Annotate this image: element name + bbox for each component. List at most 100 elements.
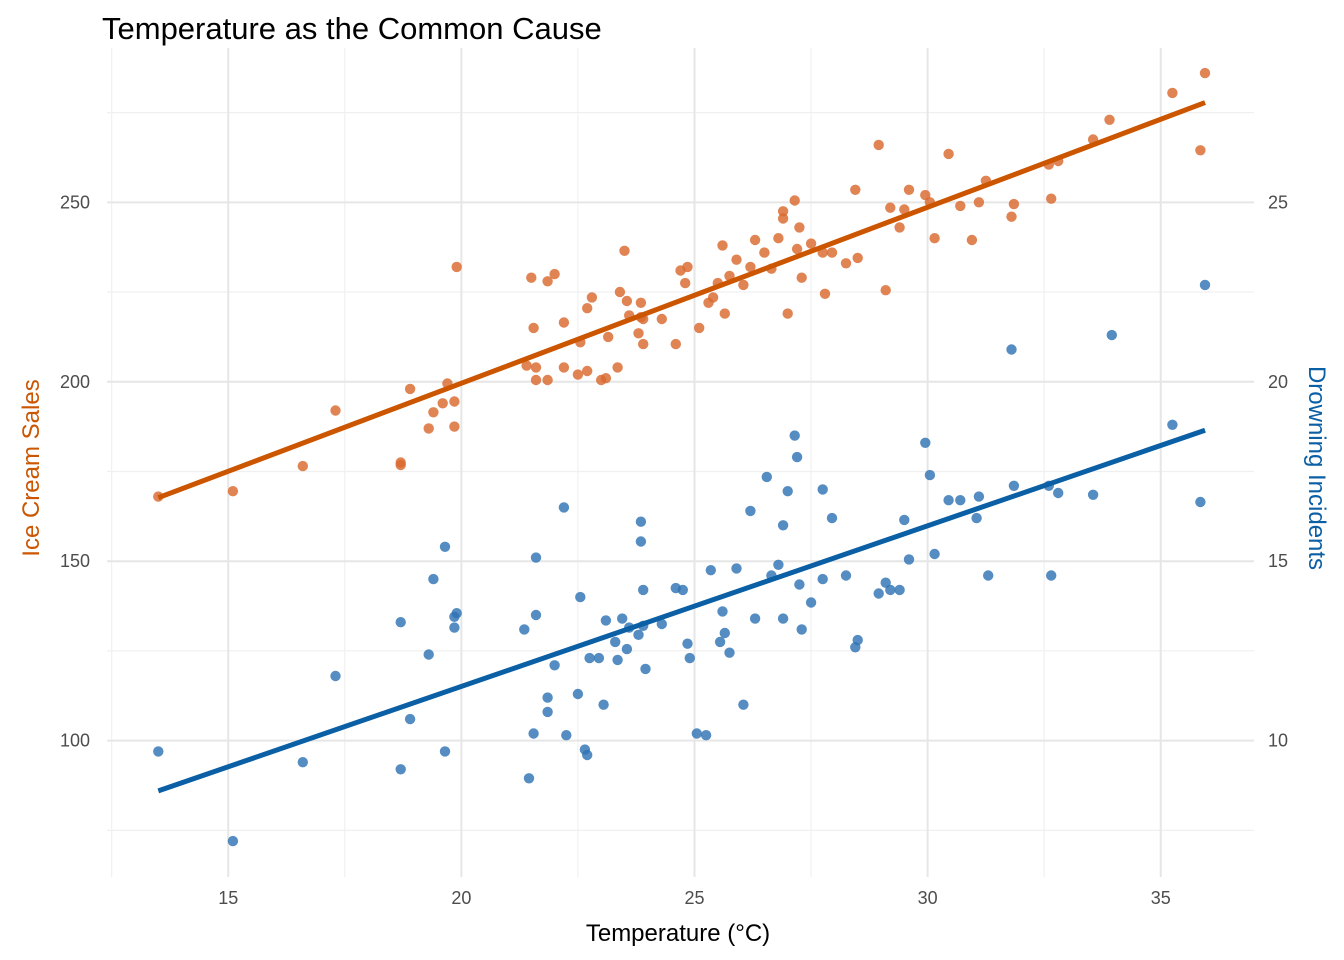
ice-cream-point bbox=[227, 486, 239, 497]
drowning-point bbox=[782, 486, 793, 497]
drowning-point bbox=[600, 615, 612, 626]
drowning-point bbox=[610, 636, 621, 648]
drowning-point bbox=[684, 652, 695, 664]
drowning-point bbox=[1106, 329, 1118, 341]
drowning-point bbox=[584, 652, 595, 664]
ice-cream-point bbox=[805, 238, 817, 249]
drowning-point bbox=[789, 430, 800, 441]
ice-cream-point bbox=[791, 243, 803, 255]
drowning-point bbox=[955, 495, 966, 506]
drowning-point bbox=[635, 516, 647, 527]
drowning-point bbox=[749, 613, 761, 624]
ice-cream-point bbox=[745, 261, 756, 273]
drowning-point bbox=[1167, 419, 1178, 430]
ice-cream-point bbox=[749, 234, 761, 246]
drowning-point bbox=[691, 728, 702, 739]
drowning-point bbox=[395, 764, 406, 775]
y2-tick-label: 25 bbox=[1268, 192, 1288, 212]
ice-cream-point bbox=[437, 398, 448, 409]
ice-cream-point bbox=[619, 245, 630, 256]
ice-cream-point bbox=[1167, 87, 1178, 99]
ice-cream-point bbox=[404, 383, 416, 395]
drowning-point bbox=[983, 570, 994, 581]
drowning-point bbox=[924, 469, 936, 481]
drowning-point bbox=[530, 552, 542, 563]
ice-cream-point bbox=[943, 148, 954, 160]
drowning-point bbox=[794, 579, 805, 590]
ice-cream-point bbox=[449, 421, 460, 432]
chart-title: Temperature as the Common Cause bbox=[102, 11, 602, 46]
ice-cream-point bbox=[773, 233, 784, 244]
ice-cream-point bbox=[694, 322, 705, 334]
ice-cream-point bbox=[600, 373, 612, 384]
drowning-point bbox=[1195, 496, 1206, 508]
ice-cream-point bbox=[955, 200, 966, 212]
drowning-point bbox=[451, 608, 462, 619]
ice-cream-point bbox=[1008, 198, 1020, 210]
y-tick-label: 200 bbox=[60, 372, 90, 392]
drowning-point bbox=[1087, 489, 1099, 500]
drowning-point bbox=[1008, 480, 1020, 491]
tick-labels: 15 20 25 30 35 100 150 200 250 10 15 20 25 bbox=[60, 192, 1288, 908]
drowning-point bbox=[542, 706, 553, 718]
drowning-trend-line bbox=[157, 427, 1206, 794]
ice-cream-point bbox=[789, 195, 800, 206]
drowning-point bbox=[528, 728, 539, 739]
drowning-point bbox=[404, 713, 416, 725]
ice-cream-point bbox=[852, 252, 863, 264]
drowning-point bbox=[1006, 344, 1017, 355]
drowning-point bbox=[593, 652, 605, 664]
ice-cream-point bbox=[840, 258, 852, 269]
ice-cream-point bbox=[635, 297, 647, 308]
drowning-point bbox=[598, 699, 609, 710]
ice-cream-point bbox=[1199, 67, 1211, 79]
drowning-point bbox=[423, 649, 434, 660]
ice-cream-point bbox=[297, 460, 308, 472]
x-tick-label: 30 bbox=[918, 888, 938, 908]
drowning-point bbox=[796, 624, 807, 635]
ice-cream-point bbox=[826, 247, 838, 258]
ice-cream-point bbox=[530, 374, 542, 386]
drowning-point bbox=[1199, 279, 1211, 291]
drowning-point bbox=[777, 520, 789, 531]
ice-cream-point bbox=[903, 184, 915, 195]
ice-cream-point bbox=[680, 277, 691, 289]
ice-cream-point bbox=[526, 272, 537, 283]
drowning-point bbox=[1046, 570, 1057, 581]
drowning-point bbox=[439, 541, 451, 552]
drowning-point bbox=[633, 629, 644, 640]
drowning-point bbox=[582, 749, 593, 761]
ice-cream-point bbox=[395, 459, 406, 471]
drowning-point bbox=[677, 584, 688, 596]
ice-cream-point bbox=[850, 184, 861, 195]
y-tick-label: 100 bbox=[60, 731, 90, 751]
drowning-point bbox=[705, 565, 716, 576]
y-axis-title: Ice Cream Sales bbox=[18, 379, 45, 556]
ice-cream-point bbox=[885, 202, 896, 213]
ice-cream-point bbox=[638, 338, 649, 350]
ice-cream-point bbox=[707, 292, 719, 303]
drowning-point bbox=[530, 609, 542, 621]
y-tick-label: 150 bbox=[60, 551, 90, 571]
drowning-point bbox=[731, 563, 742, 574]
drowning-point bbox=[558, 502, 570, 513]
trend-lines bbox=[157, 100, 1206, 794]
ice-cream-point bbox=[586, 292, 598, 303]
ice-cream-point bbox=[656, 313, 667, 325]
gridlines bbox=[107, 48, 1254, 877]
ice-cream-point bbox=[682, 261, 693, 273]
drowning-point bbox=[777, 613, 789, 624]
y2-axis-title: Drowning Incidents bbox=[1303, 366, 1330, 570]
ice-cream-point bbox=[633, 328, 644, 339]
ice-cream-point bbox=[542, 374, 553, 386]
ice-cream-point bbox=[542, 276, 553, 287]
ice-cream-point bbox=[973, 197, 985, 208]
ice-cream-point bbox=[521, 360, 532, 371]
drowning-point bbox=[840, 570, 852, 581]
ice-cream-point bbox=[717, 240, 728, 251]
drowning-point bbox=[682, 638, 693, 649]
drowning-point bbox=[894, 584, 905, 596]
ice-cream-point bbox=[929, 233, 940, 244]
